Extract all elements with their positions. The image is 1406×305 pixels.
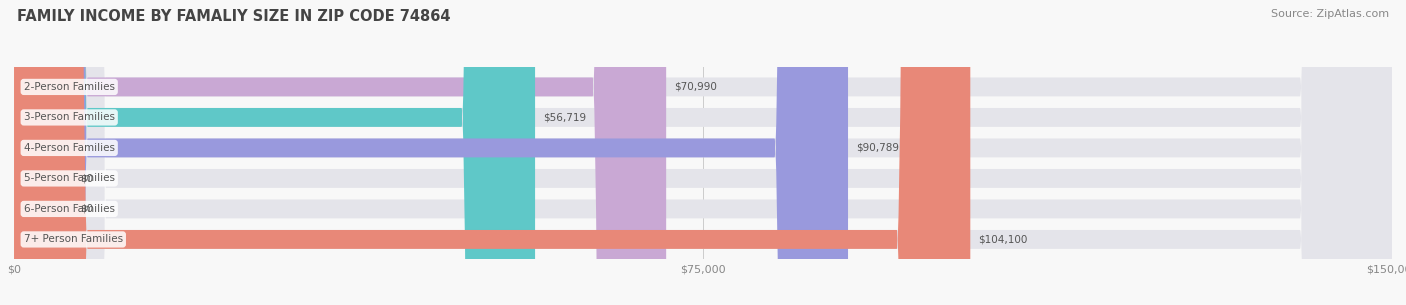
- Text: 4-Person Families: 4-Person Families: [24, 143, 115, 153]
- FancyBboxPatch shape: [14, 0, 1392, 305]
- Text: 6-Person Families: 6-Person Families: [24, 204, 115, 214]
- FancyBboxPatch shape: [14, 0, 66, 305]
- FancyBboxPatch shape: [14, 0, 666, 305]
- FancyBboxPatch shape: [14, 0, 970, 305]
- FancyBboxPatch shape: [14, 0, 1392, 305]
- Text: $56,719: $56,719: [543, 113, 586, 122]
- Text: 7+ Person Families: 7+ Person Families: [24, 235, 122, 244]
- FancyBboxPatch shape: [14, 0, 1392, 305]
- Text: $0: $0: [80, 174, 93, 183]
- FancyBboxPatch shape: [14, 0, 1392, 305]
- Text: 3-Person Families: 3-Person Families: [24, 113, 115, 122]
- FancyBboxPatch shape: [14, 0, 66, 305]
- FancyBboxPatch shape: [14, 0, 1392, 305]
- Text: 5-Person Families: 5-Person Families: [24, 174, 115, 183]
- FancyBboxPatch shape: [14, 0, 848, 305]
- Text: $0: $0: [80, 204, 93, 214]
- Text: $90,789: $90,789: [856, 143, 900, 153]
- Text: FAMILY INCOME BY FAMALIY SIZE IN ZIP CODE 74864: FAMILY INCOME BY FAMALIY SIZE IN ZIP COD…: [17, 9, 450, 24]
- Text: Source: ZipAtlas.com: Source: ZipAtlas.com: [1271, 9, 1389, 19]
- Text: 2-Person Families: 2-Person Families: [24, 82, 115, 92]
- Text: $70,990: $70,990: [675, 82, 717, 92]
- FancyBboxPatch shape: [14, 0, 536, 305]
- FancyBboxPatch shape: [14, 0, 1392, 305]
- Text: $104,100: $104,100: [979, 235, 1028, 244]
